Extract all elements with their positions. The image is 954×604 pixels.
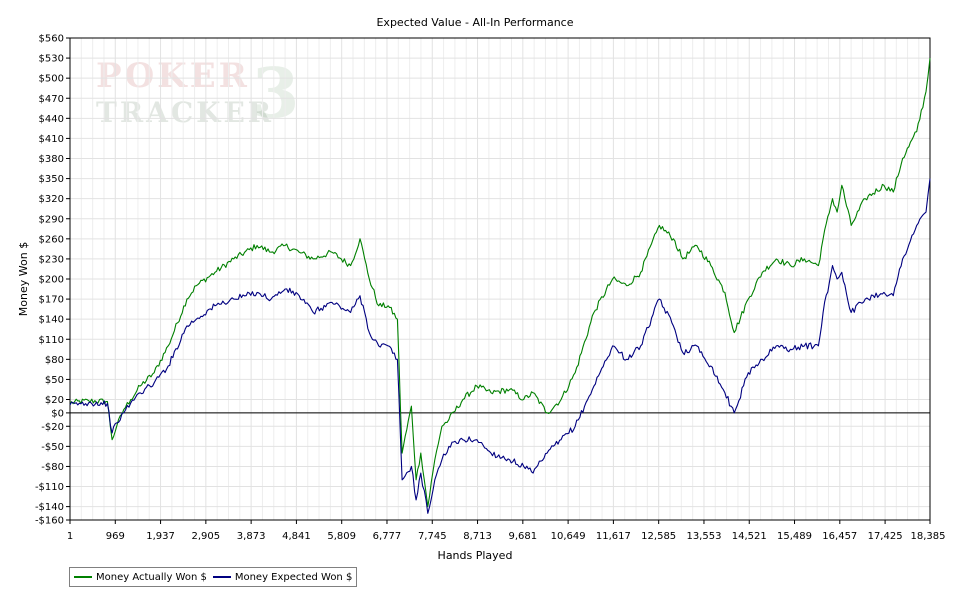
y-tick-label: $140 bbox=[39, 315, 64, 326]
x-tick-label: 18,385 bbox=[911, 531, 946, 542]
y-axis-ticks: $560 $530 $500 $470 $440 $410 $380 $350 $320 $290… bbox=[35, 34, 70, 527]
y-tick-label: $320 bbox=[39, 194, 64, 205]
y-tick-label: $200 bbox=[39, 275, 64, 286]
x-tick-label: 14,521 bbox=[732, 531, 767, 542]
x-tick-label: 10,649 bbox=[551, 531, 586, 542]
x-tick-label: 2,905 bbox=[192, 531, 221, 542]
x-tick-label: 16,457 bbox=[822, 531, 857, 542]
x-tick-label: 9,681 bbox=[509, 531, 538, 542]
y-tick-label: -$110 bbox=[35, 482, 64, 493]
x-tick-label: 13,553 bbox=[686, 531, 721, 542]
y-tick-label: $470 bbox=[39, 94, 64, 105]
x-tick-label: 5,809 bbox=[327, 531, 356, 542]
legend-swatch-actual bbox=[74, 576, 92, 578]
legend-label-actual: Money Actually Won $ bbox=[96, 571, 207, 583]
x-tick-label: 15,489 bbox=[777, 531, 812, 542]
chart-title: Expected Value - All-In Performance bbox=[376, 16, 573, 29]
x-axis-ticks: 1 969 1,937 2,905 3,873 4,841 5,809 6,777 7,745 8… bbox=[67, 520, 946, 542]
y-tick-label: $80 bbox=[45, 355, 64, 366]
y-tick-label: -$50 bbox=[41, 442, 64, 453]
x-tick-label: 8,713 bbox=[463, 531, 492, 542]
x-tick-label: 969 bbox=[106, 531, 125, 542]
grid-lines bbox=[69, 37, 931, 521]
y-tick-label: -$140 bbox=[35, 502, 64, 513]
y-tick-label: $380 bbox=[39, 154, 64, 165]
series-lines bbox=[69, 58, 931, 514]
legend-label-expected: Money Expected Won $ bbox=[234, 571, 353, 583]
legend-item-expected: Money Expected Won $ bbox=[212, 571, 353, 583]
y-tick-label: $0 bbox=[51, 408, 64, 419]
y-tick-label: $560 bbox=[39, 34, 64, 45]
x-tick-label: 7,745 bbox=[418, 531, 447, 542]
y-axis-label: Money Won $ bbox=[17, 242, 30, 316]
y-tick-label: $260 bbox=[39, 234, 64, 245]
y-tick-label: $50 bbox=[45, 375, 64, 386]
x-tick-label: 1 bbox=[67, 531, 73, 542]
chart-legend: Money Actually Won $ Money Expected Won … bbox=[69, 567, 358, 587]
y-tick-label: $440 bbox=[39, 114, 64, 125]
y-tick-label: $530 bbox=[39, 54, 64, 65]
y-tick-label: -$80 bbox=[41, 462, 64, 473]
y-tick-label: $170 bbox=[39, 295, 64, 306]
x-tick-label: 17,425 bbox=[868, 531, 903, 542]
x-tick-label: 4,841 bbox=[282, 531, 311, 542]
x-tick-label: 12,585 bbox=[641, 531, 676, 542]
y-tick-label: $410 bbox=[39, 134, 64, 145]
y-tick-label: $110 bbox=[39, 335, 64, 346]
y-tick-label: $230 bbox=[39, 254, 64, 265]
y-tick-label: -$160 bbox=[35, 516, 64, 527]
x-tick-label: 1,937 bbox=[146, 531, 175, 542]
y-tick-label: $20 bbox=[45, 395, 64, 406]
x-tick-label: 11,617 bbox=[596, 531, 631, 542]
legend-swatch-expected bbox=[212, 576, 231, 578]
y-tick-label: -$20 bbox=[41, 422, 64, 433]
legend-item-actual: Money Actually Won $ bbox=[74, 572, 207, 583]
y-tick-label: $290 bbox=[39, 214, 64, 225]
series-line-money-actually-won bbox=[69, 58, 931, 508]
series-line-money-expected-won bbox=[69, 178, 931, 514]
y-tick-label: $500 bbox=[39, 74, 64, 85]
x-axis-label: Hands Played bbox=[438, 549, 513, 562]
y-tick-label: $350 bbox=[39, 174, 64, 185]
x-tick-label: 6,777 bbox=[373, 531, 402, 542]
x-tick-label: 3,873 bbox=[237, 531, 266, 542]
